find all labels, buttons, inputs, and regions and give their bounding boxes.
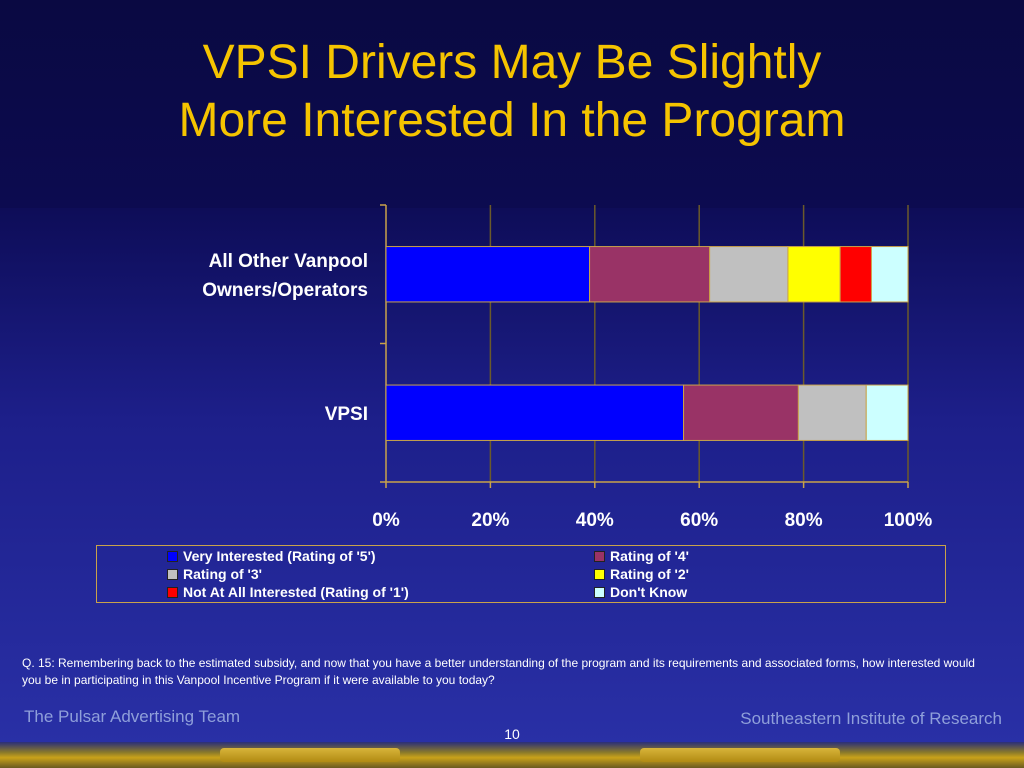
legend-swatch (594, 587, 605, 598)
bar-segment (797, 384, 867, 441)
legend-swatch (594, 551, 605, 562)
stripe-highlight (640, 748, 840, 762)
legend-label: Not At All Interested (Rating of '1') (183, 584, 409, 600)
x-tick-label: 60% (680, 510, 718, 531)
bar-segment (385, 246, 591, 303)
category-label: VPSI (325, 404, 368, 425)
x-tick-label: 40% (576, 510, 614, 531)
x-tick-label: 0% (372, 510, 400, 531)
legend-swatch (167, 551, 178, 562)
title-band (0, 0, 1024, 208)
legend-label: Rating of '4' (610, 548, 689, 564)
bottom-stripe (0, 742, 1024, 768)
slide-title-line-1: VPSI Drivers May Be Slightly (202, 36, 822, 89)
legend-label: Don't Know (610, 584, 688, 600)
stripe-highlight (220, 748, 400, 762)
legend-item: Very Interested (Rating of '5') (167, 548, 376, 565)
legend-label: Rating of '3' (183, 566, 262, 582)
legend-item: Don't Know (594, 584, 687, 601)
legend-label: Very Interested (Rating of '5') (183, 548, 376, 564)
legend-swatch (167, 587, 178, 598)
legend-item: Rating of '4' (594, 548, 689, 565)
stacked-bar-chart: 0% 20% 40% 60% 80% 100% All Other Vanpool Owner… (202, 204, 933, 531)
legend-item: Not At All Interested (Rating of '1') (167, 584, 409, 601)
bar-segment (709, 246, 789, 303)
x-tick-label: 100% (884, 510, 933, 531)
footer-team-name: The Pulsar Advertising Team (24, 707, 241, 726)
footer-institute-name: Southeastern Institute of Research (740, 709, 1002, 728)
legend-item: Rating of '2' (594, 566, 689, 583)
slide-title: VPSI Drivers May Be Slightly More Intere… (0, 34, 1024, 150)
legend-swatch (594, 569, 605, 580)
bar-segment (870, 246, 909, 303)
survey-question: Q. 15: Remembering back to the estimated… (22, 656, 975, 687)
bar-segment (683, 384, 799, 441)
bar-segment (787, 246, 841, 303)
category-label: All Other Vanpool (209, 251, 368, 272)
legend-label: Rating of '2' (610, 566, 689, 582)
legend-swatch (167, 569, 178, 580)
bar-segment (865, 384, 909, 441)
bar-segment (839, 246, 872, 303)
x-tick-label: 20% (471, 510, 509, 531)
slide-title-line-2: More Interested In the Program (178, 94, 846, 147)
x-tick-label: 80% (785, 510, 823, 531)
chart-legend: Very Interested (Rating of '5') Rating of… (96, 545, 946, 603)
legend-item: Rating of '3' (167, 566, 262, 583)
page-number: 10 (504, 726, 520, 742)
category-label: Owners/Operators (202, 280, 368, 301)
bar-segment (589, 246, 711, 303)
bar-segment (385, 384, 685, 441)
